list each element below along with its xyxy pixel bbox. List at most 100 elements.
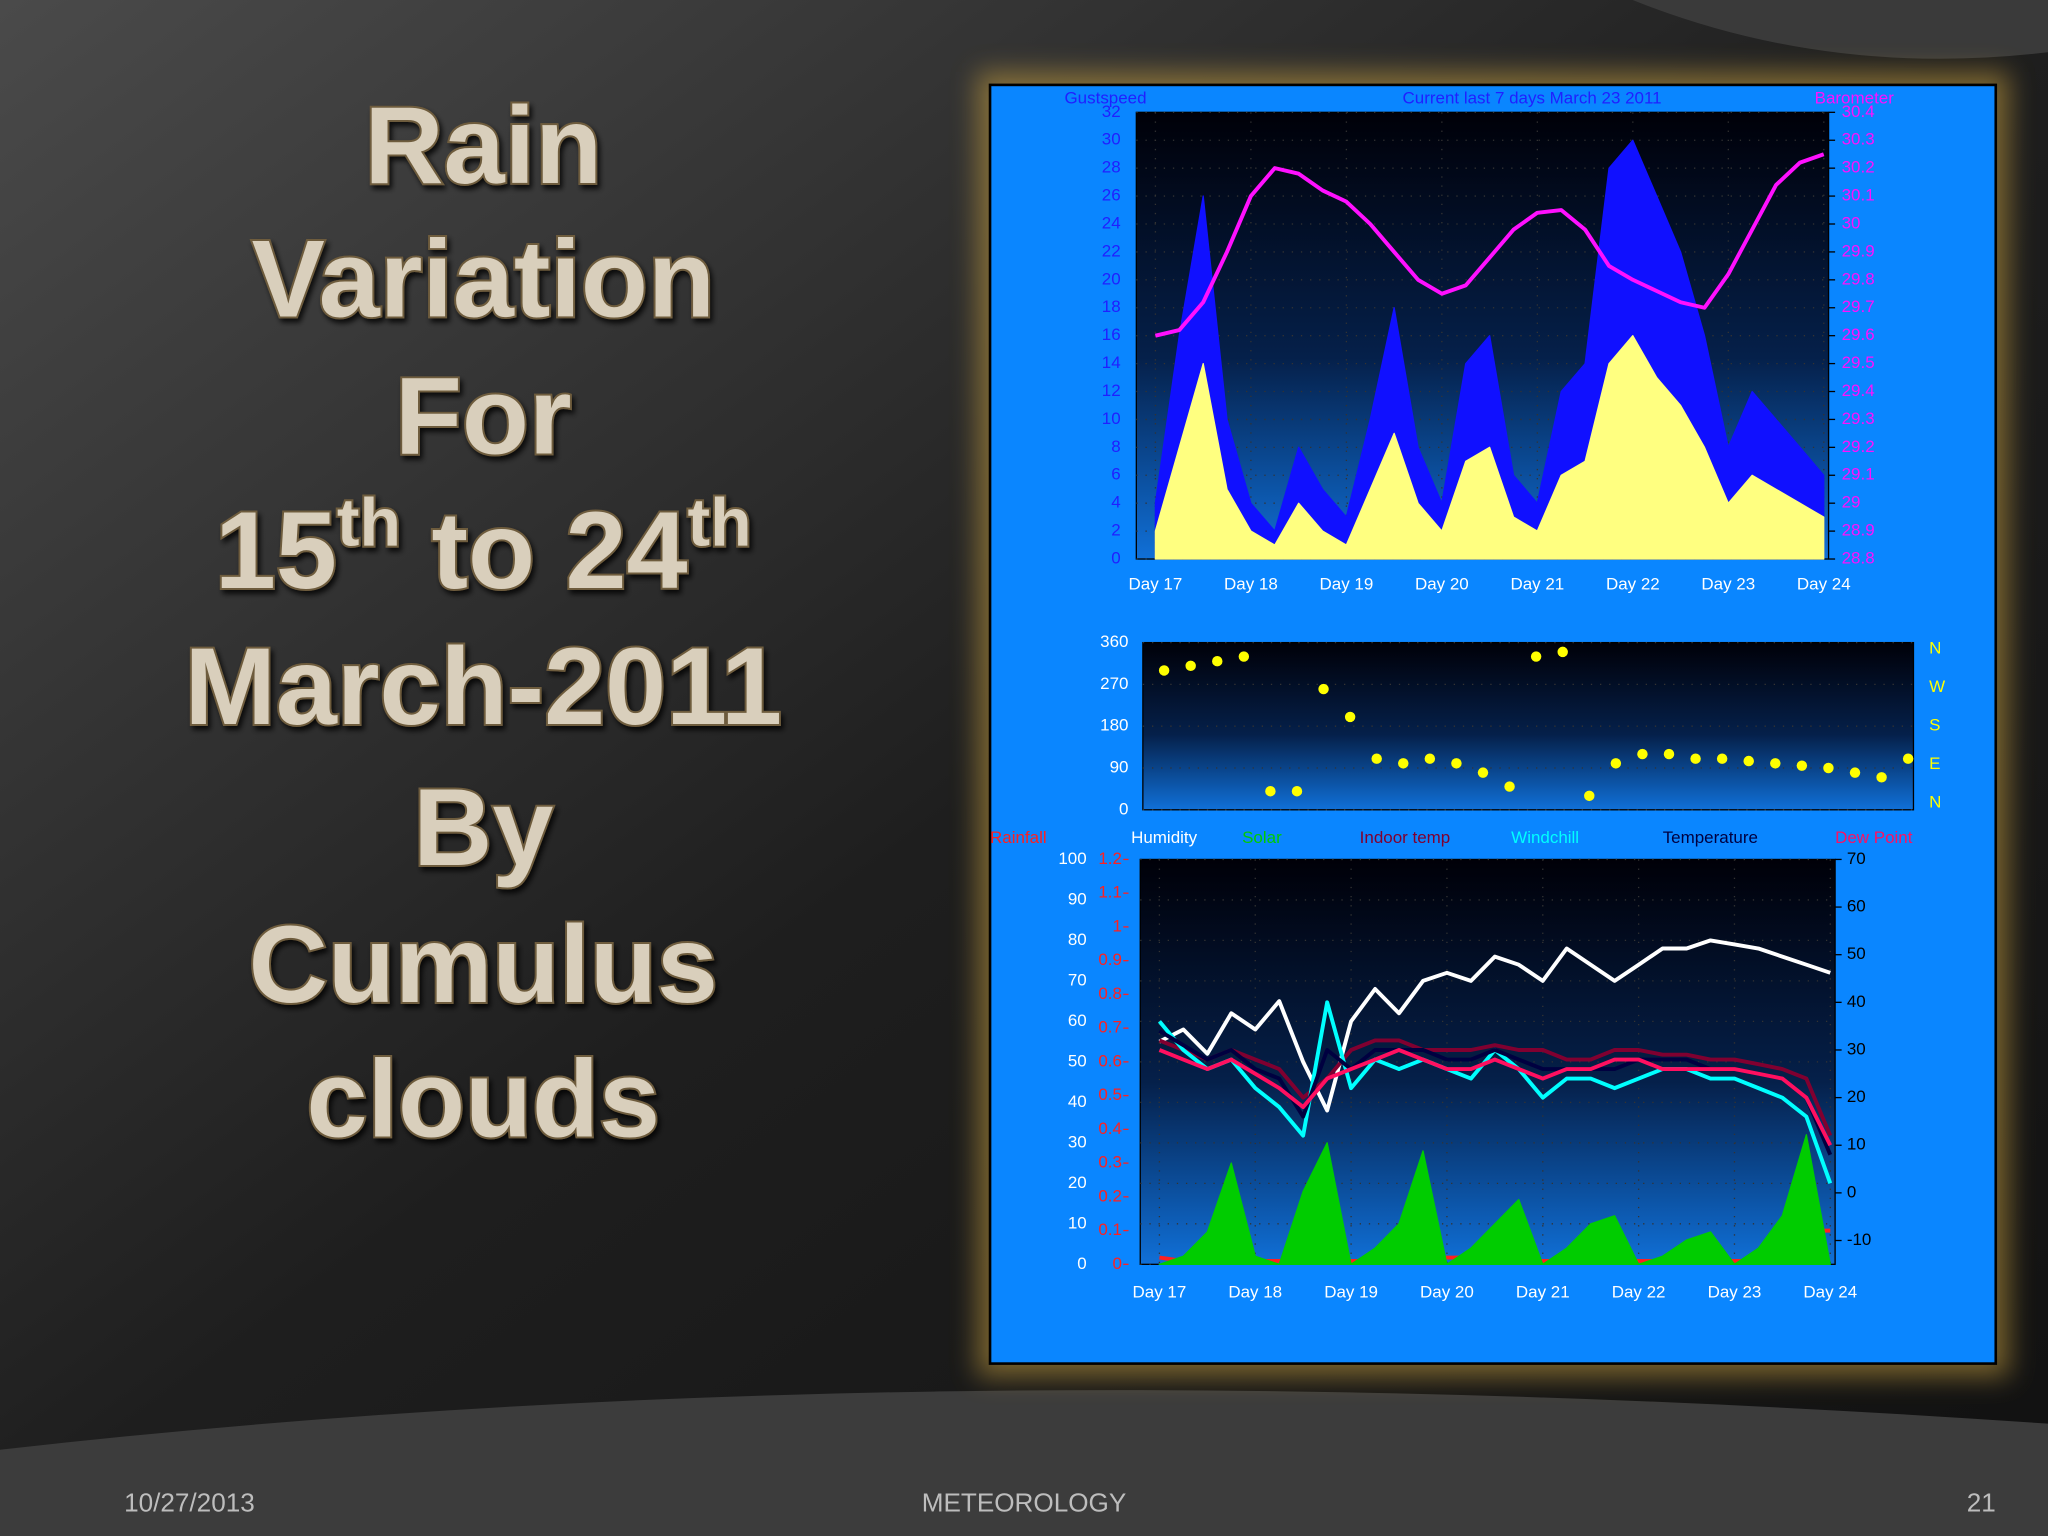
y2-tick-label: 60	[1847, 897, 1866, 916]
y2-tick-label: 29.3	[1842, 409, 1875, 428]
point	[1185, 660, 1196, 672]
point	[1902, 753, 1914, 764]
point	[1876, 772, 1887, 783]
title-line: Rain	[364, 85, 602, 207]
y-tick-label: 40	[1068, 1092, 1087, 1111]
legend-label: Indoor temp	[1360, 828, 1451, 847]
compass-label: N	[1929, 793, 1941, 812]
point	[1398, 758, 1409, 769]
y-tick-label: 60	[1068, 1011, 1087, 1030]
y2-tick-label: 30.3	[1842, 130, 1875, 149]
y2-tick-label: 30.2	[1842, 158, 1875, 177]
line	[1158, 938, 1831, 1113]
compass-label: N	[1929, 639, 1941, 658]
y-tick-label: 0	[1119, 799, 1128, 818]
point	[1504, 781, 1515, 792]
y3-tick-label: 0	[1113, 1254, 1122, 1273]
title-line: Cumulus	[249, 904, 718, 1026]
line	[1158, 1048, 1833, 1147]
y-tick-label: 50	[1068, 1051, 1087, 1070]
y-tick-label: 0	[1111, 549, 1120, 568]
y-tick-label: 0	[1077, 1254, 1086, 1273]
y-tick-label: 270	[1100, 674, 1128, 693]
y2-tick-label: 40	[1847, 992, 1866, 1011]
title-line: Variation	[252, 218, 715, 340]
y-tick-label: 180	[1100, 716, 1128, 735]
y2-tick-label: 28.9	[1842, 521, 1875, 540]
compass-label: E	[1929, 754, 1940, 773]
y3-tick-label: 0.5	[1098, 1085, 1122, 1104]
y2-tick-label: -10	[1847, 1230, 1872, 1249]
bottom-swoosh	[0, 1390, 2048, 1536]
y2-tick-label: 29.6	[1842, 325, 1875, 344]
x-tick-label: Day 22	[1606, 575, 1660, 594]
y-tick-label: 4	[1111, 493, 1120, 512]
title-part: to 24	[401, 490, 688, 612]
y2-tick-label: 50	[1847, 944, 1866, 963]
line	[1154, 152, 1825, 338]
point	[1371, 753, 1382, 764]
x-tick-label: Day 18	[1228, 1283, 1282, 1302]
y-tick-label: 80	[1068, 930, 1087, 949]
x-tick-label: Day 20	[1415, 575, 1469, 594]
y-axis-label: Gustspeed	[1064, 89, 1146, 108]
y2-tick-label: 29.4	[1842, 381, 1875, 400]
y-tick-label: 14	[1102, 353, 1121, 372]
y2-tick-label: 20	[1847, 1087, 1866, 1106]
point	[1451, 758, 1462, 769]
y3-tick-label: 0.7	[1098, 1018, 1122, 1037]
legend-label: Solar	[1242, 828, 1282, 847]
area	[1158, 1134, 1831, 1265]
point	[1690, 753, 1701, 764]
top-swoosh	[1632, 0, 2048, 59]
y2-tick-label: 29.8	[1842, 269, 1875, 288]
x-tick-label: Day 19	[1324, 1283, 1378, 1302]
chart-title: Current last 7 days March 23 2011	[1403, 89, 1662, 108]
x-tick-label: Day 21	[1516, 1283, 1570, 1302]
point	[1212, 655, 1223, 667]
y2-tick-label: 29.1	[1842, 465, 1875, 484]
y-tick-label: 26	[1102, 186, 1121, 205]
title-line: For	[395, 355, 572, 477]
point	[1849, 767, 1861, 778]
point	[1477, 767, 1489, 778]
line	[1158, 1038, 1833, 1137]
point	[1158, 665, 1170, 676]
y2-tick-label: 70	[1847, 849, 1866, 868]
x-tick-label: Day 24	[1803, 1283, 1857, 1302]
point	[1265, 785, 1276, 797]
y3-tick-label: 1	[1113, 916, 1122, 935]
title-line: 15th to 24th	[215, 486, 752, 612]
x-tick-label: Day 20	[1420, 1283, 1474, 1302]
y-tick-label: 10	[1102, 409, 1121, 428]
point	[1663, 748, 1675, 760]
y-tick-label: 24	[1102, 213, 1121, 232]
y-tick-label: 90	[1068, 889, 1087, 908]
point	[1318, 683, 1329, 695]
x-tick-label: Day 17	[1129, 575, 1183, 594]
y3-tick-label: 0.8	[1098, 984, 1122, 1003]
footer-subject: METEOROLOGY	[922, 1488, 1127, 1518]
y2-tick-label: 29.7	[1842, 297, 1875, 316]
legend-label: Rainfall	[990, 828, 1047, 847]
y-tick-label: 32	[1102, 102, 1121, 121]
footer-page: 21	[1967, 1488, 1996, 1518]
y-tick-label: 8	[1111, 437, 1120, 456]
point	[1637, 748, 1648, 760]
y2-tick-label: 29	[1842, 493, 1861, 512]
y3-tick-label: 0.4	[1098, 1119, 1122, 1138]
y-tick-label: 30	[1068, 1132, 1087, 1151]
x-tick-label: Day 19	[1320, 575, 1374, 594]
y2-tick-label: 0	[1847, 1182, 1856, 1201]
title-part: 15	[215, 490, 337, 612]
y2-tick-label: 30.4	[1842, 102, 1875, 121]
y-tick-label: 10	[1068, 1213, 1087, 1232]
point	[1610, 758, 1622, 769]
y3-tick-label: 1.2	[1098, 849, 1122, 868]
point	[1823, 762, 1834, 774]
x-tick-label: Day 21	[1510, 575, 1564, 594]
point	[1557, 646, 1568, 658]
y-tick-label: 90	[1110, 757, 1129, 776]
y3-tick-label: 0.3	[1098, 1153, 1122, 1172]
